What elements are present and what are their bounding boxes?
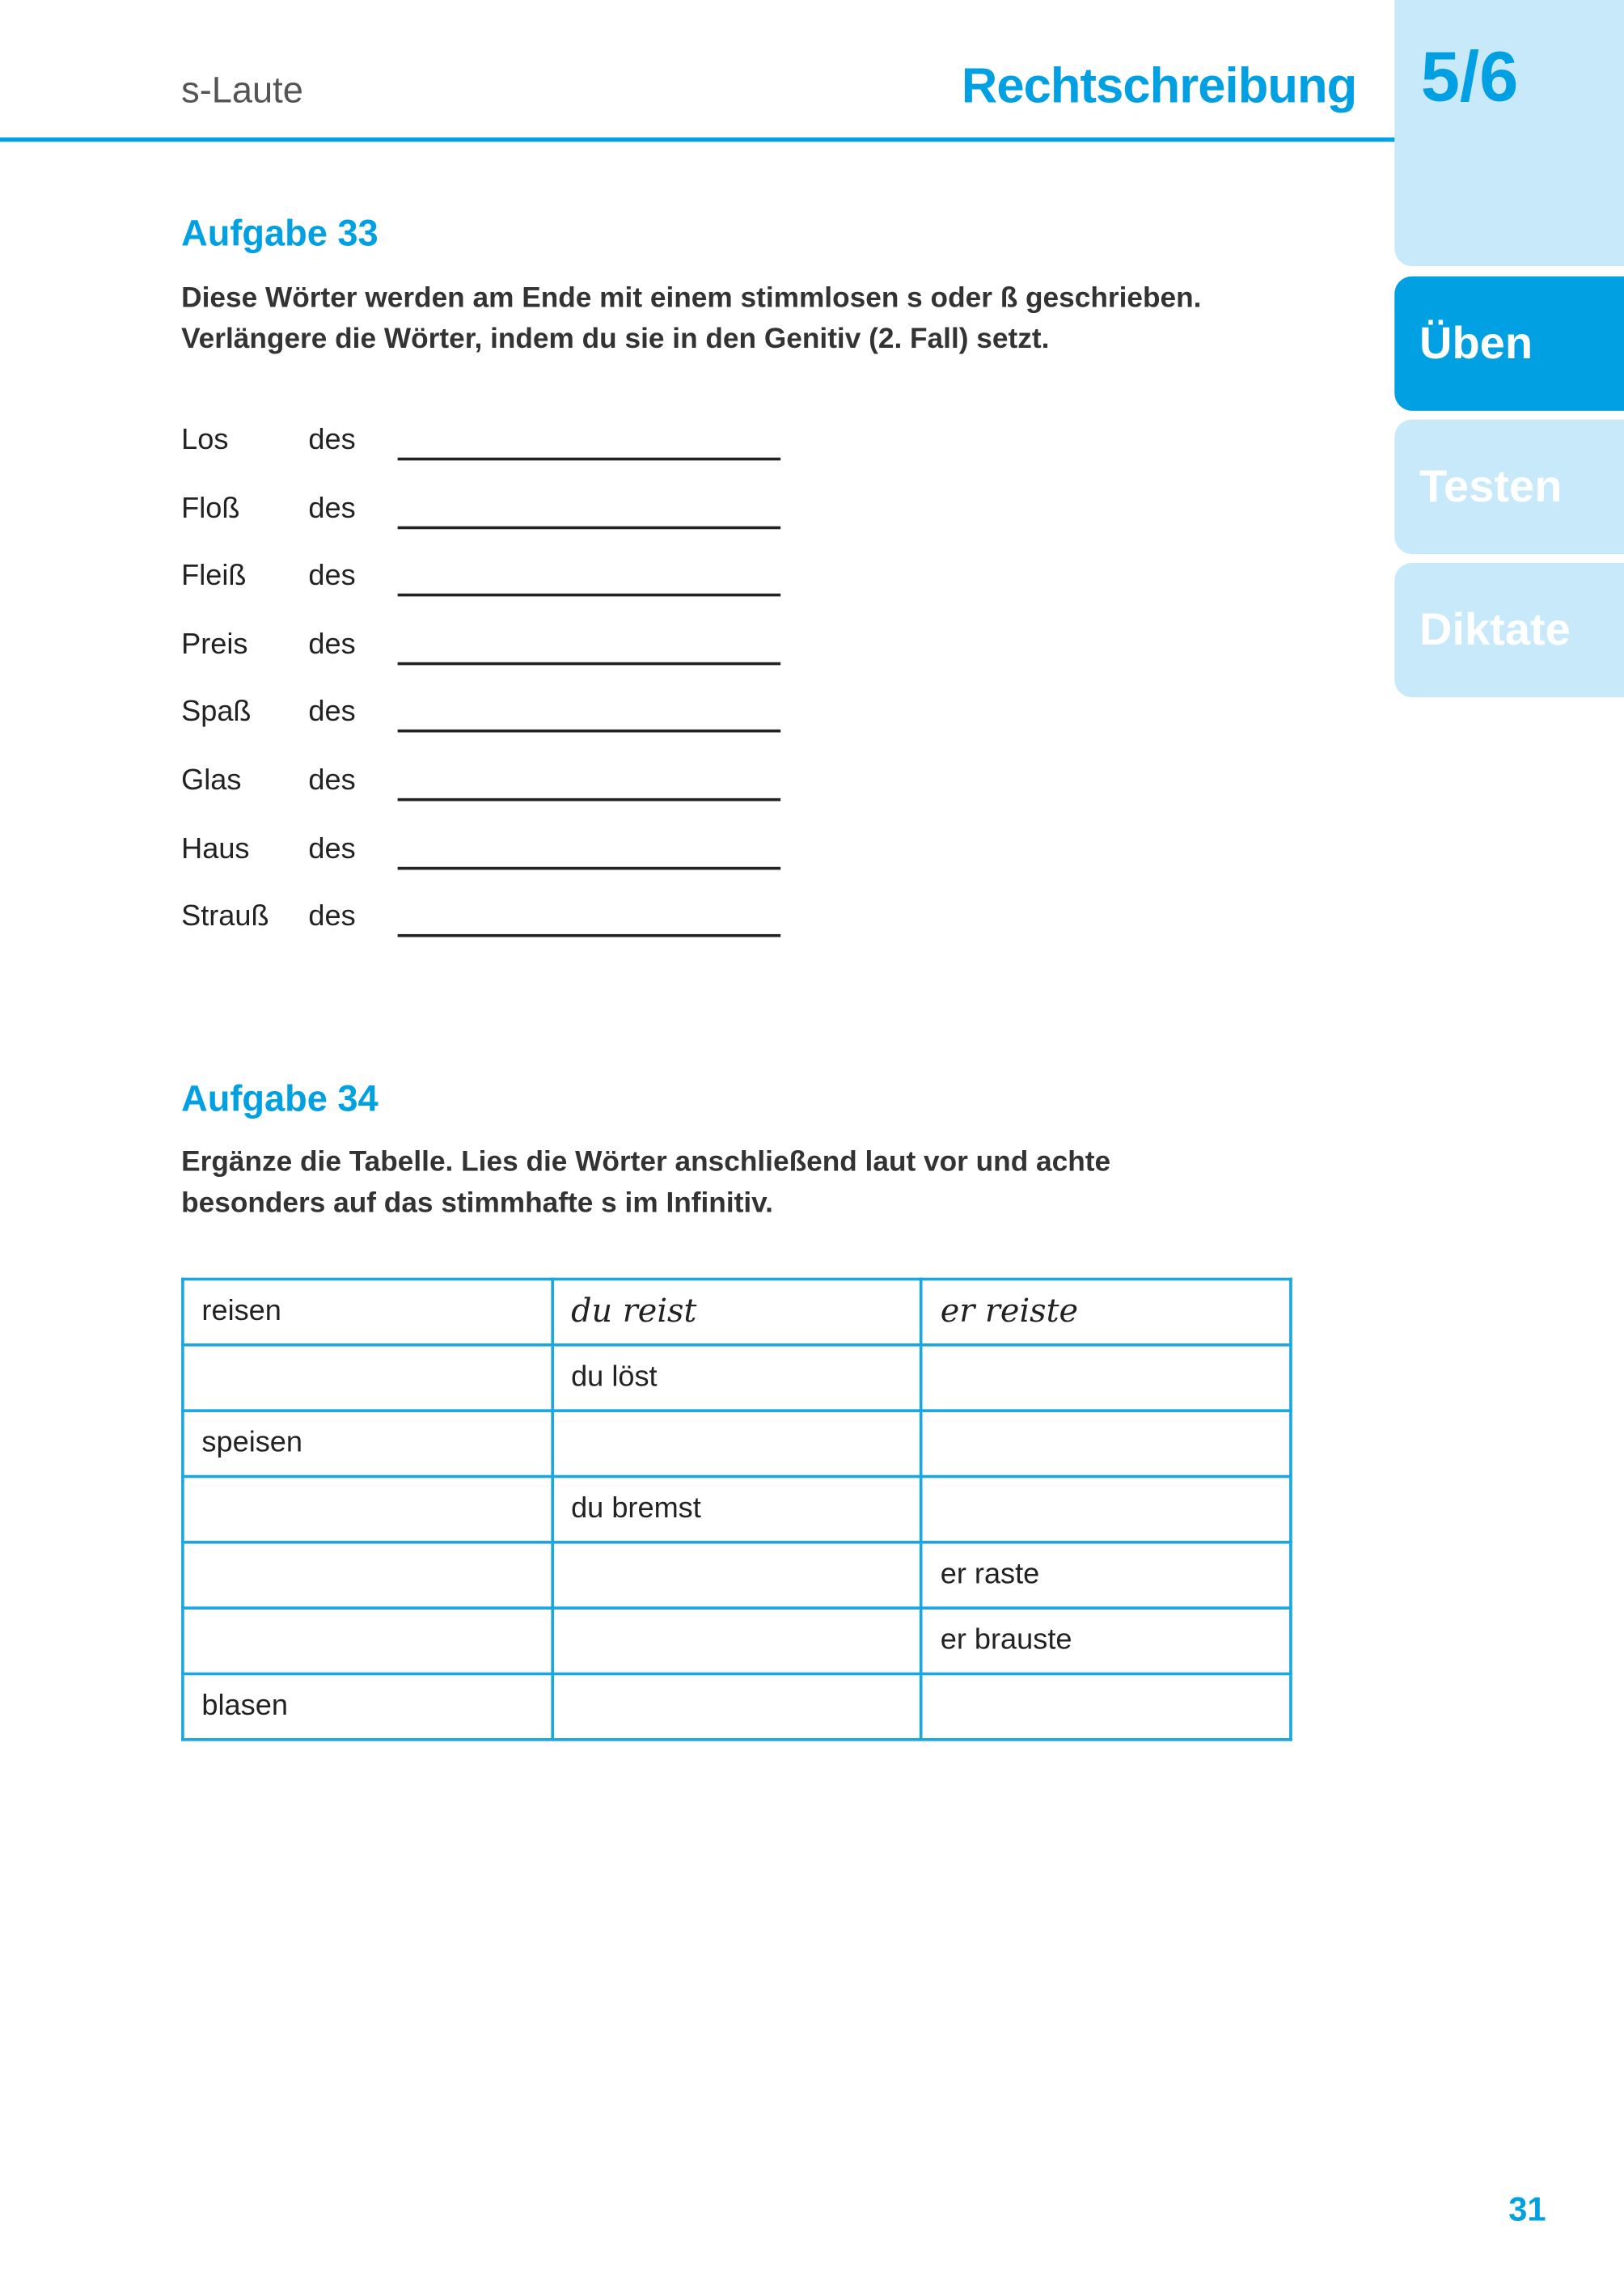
list-item-word: Floß <box>181 492 240 525</box>
table-row: du bremst <box>181 1474 1292 1544</box>
list-item-word: Preis <box>181 628 248 661</box>
table-row: speisen <box>181 1409 1292 1479</box>
task-33-instruction-1: Diese Wörter werden am Ende mit einem st… <box>181 281 1202 315</box>
table-cell: er reiste <box>920 1277 1292 1347</box>
list-item-article: des <box>308 424 356 456</box>
list-item-word: Spaß <box>181 696 252 729</box>
task-34-title: Aufgabe 34 <box>181 1078 379 1120</box>
table-cell[interactable] <box>181 1606 554 1676</box>
table-cell: du bremst <box>550 1474 924 1544</box>
table-cell[interactable] <box>181 1540 554 1610</box>
table-row: du löst <box>181 1343 1292 1412</box>
answer-line[interactable] <box>397 866 781 869</box>
table-row: blasen <box>181 1672 1292 1741</box>
table-row: er raste <box>181 1540 1292 1610</box>
list-item-article: des <box>308 696 356 729</box>
list-item-article: des <box>308 832 356 865</box>
table-cell[interactable] <box>181 1343 554 1412</box>
list-item-article: des <box>308 764 356 797</box>
list-item-word: Los <box>181 424 229 456</box>
table-cell: du reist <box>550 1277 924 1347</box>
table-cell[interactable] <box>920 1409 1292 1479</box>
table-cell[interactable] <box>920 1672 1292 1741</box>
task-34-instruction-2: besonders auf das stimmhafte s im Infini… <box>181 1187 773 1220</box>
tab-diktate[interactable]: Diktate <box>1394 562 1624 698</box>
tab-label: Testen <box>1419 460 1563 512</box>
answer-line[interactable] <box>397 797 781 802</box>
task-34-instruction-1: Ergänze die Tabelle. Lies die Wörter ans… <box>181 1146 1111 1178</box>
tab-label: Üben <box>1419 317 1533 369</box>
answer-line[interactable] <box>397 662 781 665</box>
list-item-article: des <box>308 900 356 933</box>
table-cell[interactable] <box>920 1343 1292 1412</box>
task-33-title: Aufgabe 33 <box>181 213 379 255</box>
table-row: reisen du reist er reiste <box>181 1277 1292 1347</box>
table-cell: er raste <box>920 1540 1292 1610</box>
verb-table: reisen du reist er reiste du löst speisen du … <box>181 1277 1292 1741</box>
answer-line[interactable] <box>397 594 781 597</box>
table-cell: er brauste <box>920 1606 1292 1676</box>
table-cell[interactable] <box>920 1474 1292 1544</box>
header-divider <box>0 137 1624 142</box>
grade-tab <box>1394 0 1624 266</box>
answer-line[interactable] <box>397 525 781 529</box>
answer-line[interactable] <box>397 730 781 734</box>
subject-title: Rechtschreibung <box>961 58 1357 114</box>
table-cell[interactable] <box>181 1474 554 1544</box>
table-cell[interactable] <box>550 1606 924 1676</box>
list-item-word: Glas <box>181 764 242 797</box>
table-cell[interactable] <box>550 1409 924 1479</box>
table-cell: blasen <box>181 1672 554 1741</box>
answer-line[interactable] <box>397 934 781 937</box>
page-number: 31 <box>1508 2189 1546 2228</box>
list-item-word: Haus <box>181 832 250 865</box>
tab-ueben[interactable]: Üben <box>1394 276 1624 411</box>
task-33-instruction-2: Verlängere die Wörter, indem du sie in d… <box>181 323 1050 356</box>
table-cell: du löst <box>550 1343 924 1412</box>
list-item-article: des <box>308 628 356 661</box>
tab-testen[interactable]: Testen <box>1394 419 1624 555</box>
tab-label: Diktate <box>1419 603 1571 655</box>
table-row: er brauste <box>181 1606 1292 1676</box>
table-cell[interactable] <box>550 1672 924 1741</box>
list-item-word: Fleiß <box>181 560 247 593</box>
list-item-word: Strauß <box>181 900 269 933</box>
list-item-article: des <box>308 560 356 593</box>
grade-label: 5/6 <box>1420 39 1519 117</box>
table-cell: speisen <box>181 1409 554 1479</box>
section-label: s-Laute <box>181 70 303 112</box>
list-item-article: des <box>308 492 356 525</box>
table-cell[interactable] <box>550 1540 924 1610</box>
table-cell: reisen <box>181 1277 554 1347</box>
answer-line[interactable] <box>397 457 781 461</box>
